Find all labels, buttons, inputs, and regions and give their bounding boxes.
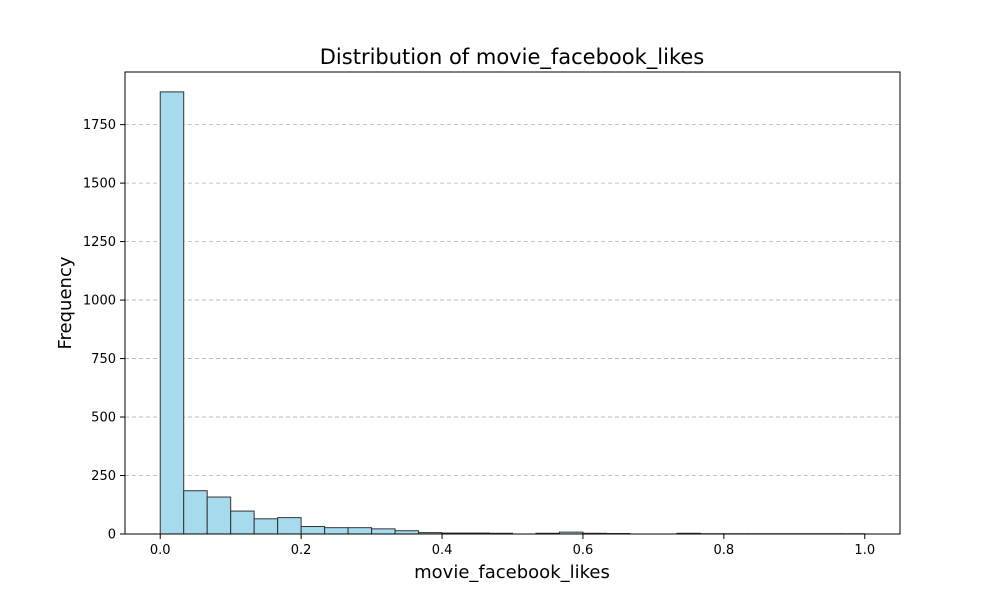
y-axis-label: Frequency	[55, 256, 76, 349]
x-tick-label: 0.2	[291, 543, 312, 558]
grid-lines	[125, 124, 900, 476]
x-tick-label: 0.6	[573, 543, 594, 558]
histogram-bar	[253, 518, 279, 535]
histogram-bar	[183, 490, 208, 535]
histogram-bar	[159, 91, 185, 535]
histogram-bar	[277, 517, 302, 535]
y-tick-label: 500	[91, 411, 116, 426]
y-tick-label: 750	[91, 352, 116, 367]
histogram-bar	[347, 527, 373, 535]
x-tick-label: 0.0	[150, 543, 171, 558]
y-tick-label: 250	[91, 469, 116, 484]
histogram-bars	[159, 91, 866, 535]
y-tick-label: 1500	[83, 177, 116, 192]
histogram-bar	[230, 510, 255, 535]
chart-title: Distribution of movie_facebook_likes	[320, 45, 704, 70]
y-tick-label: 1250	[83, 235, 116, 250]
x-axis-ticks: 0.0 0.2 0.4 0.6 0.8 1.0	[150, 534, 875, 558]
y-tick-label: 1000	[83, 294, 116, 309]
x-tick-label: 0.8	[714, 543, 735, 558]
histogram-bar	[206, 496, 232, 535]
histogram-bar	[371, 528, 396, 535]
plot-frame	[124, 71, 901, 535]
y-tick-label: 0	[108, 528, 116, 543]
x-axis-label: movie_facebook_likes	[414, 562, 610, 583]
histogram-bar	[324, 527, 349, 535]
x-tick-label: 0.4	[432, 543, 453, 558]
y-axis-ticks: 0 250 500 750 1000 1250 1500 1750	[83, 118, 125, 543]
x-tick-label: 1.0	[854, 543, 875, 558]
y-tick-label: 1750	[83, 118, 116, 133]
histogram-bar	[300, 526, 326, 535]
